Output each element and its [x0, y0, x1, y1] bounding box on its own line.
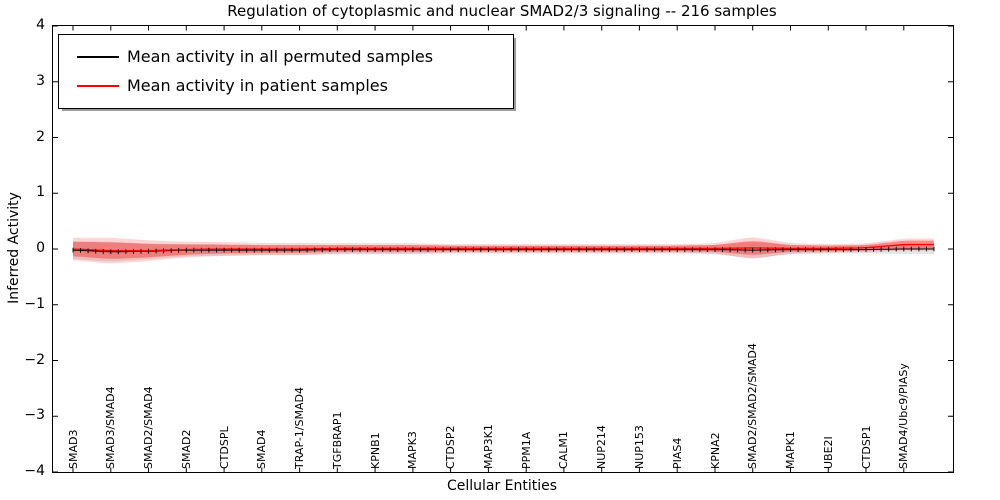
y-tick-label: 3 — [36, 72, 45, 89]
legend: Mean activity in all permuted samples Me… — [58, 34, 514, 109]
x-tick-label: CALM1 — [557, 431, 571, 469]
y-tick-label: 4 — [36, 17, 45, 33]
x-tick-label: CTDSP2 — [444, 425, 458, 469]
y-tick-label: −2 — [24, 351, 45, 368]
x-tick-label: SMAD3/SMAD4 — [104, 386, 118, 469]
x-tick-label: NUP214 — [595, 425, 609, 469]
x-tick-label: SMAD4/Ubc9/PIASy — [897, 363, 911, 469]
x-tick-label: PIAS4 — [670, 437, 684, 469]
legend-entry-patient: Mean activity in patient samples — [59, 71, 513, 100]
black-line-swatch — [77, 55, 119, 58]
y-tick-label: 2 — [36, 128, 45, 145]
y-tick-label: −1 — [24, 295, 45, 312]
x-axis-label: Cellular Entities — [446, 478, 558, 494]
red-line-swatch — [77, 84, 119, 87]
x-tick-label: SMAD2/SMAD2/SMAD4 — [746, 343, 760, 469]
x-tick-label: TRAP-1/SMAD4 — [293, 387, 307, 469]
y-tick-label: 1 — [36, 184, 45, 201]
legend-label: Mean activity in all permuted samples — [127, 47, 434, 66]
legend-label: Mean activity in patient samples — [127, 76, 388, 95]
y-tick-label: −3 — [24, 407, 45, 424]
plus-markers — [72, 246, 935, 255]
x-tick-label: SMAD2 — [179, 429, 193, 469]
x-tick-label: SMAD4 — [255, 429, 269, 469]
x-tick-label: TGFBRAP1 — [330, 411, 344, 469]
y-tick-label: 0 — [36, 240, 45, 256]
x-tick-label: KPNA2 — [708, 432, 722, 469]
x-tick-label: SMAD2/SMAD4 — [142, 386, 155, 469]
axis-ticks — [53, 26, 953, 472]
x-tick-label: MAPK1 — [784, 431, 797, 469]
chart-title: Regulation of cytoplasmic and nuclear SM… — [227, 2, 777, 20]
plot-area: SMAD3 SMAD3/SMAD4 SMAD2/SMAD4 SMAD2 CTDSPL SM… — [52, 25, 954, 473]
x-tick-label: NUP153 — [632, 425, 646, 469]
legend-entry-permuted: Mean activity in all permuted samples — [59, 42, 513, 71]
chart-canvas — [53, 26, 953, 472]
x-tick-label: KPNB1 — [368, 432, 382, 469]
x-tick-label: CTDSPL — [217, 426, 231, 469]
x-tick-label: MAP3K1 — [481, 424, 495, 469]
y-tick-label: −4 — [24, 463, 45, 479]
x-tick-label: PPM1A — [519, 431, 533, 469]
x-tick-label: SMAD3 — [66, 429, 80, 469]
x-tick-label: MAPK3 — [406, 431, 420, 469]
x-tick-label: CTDSP1 — [859, 425, 873, 469]
x-tick-label: UBE2I — [821, 436, 835, 469]
